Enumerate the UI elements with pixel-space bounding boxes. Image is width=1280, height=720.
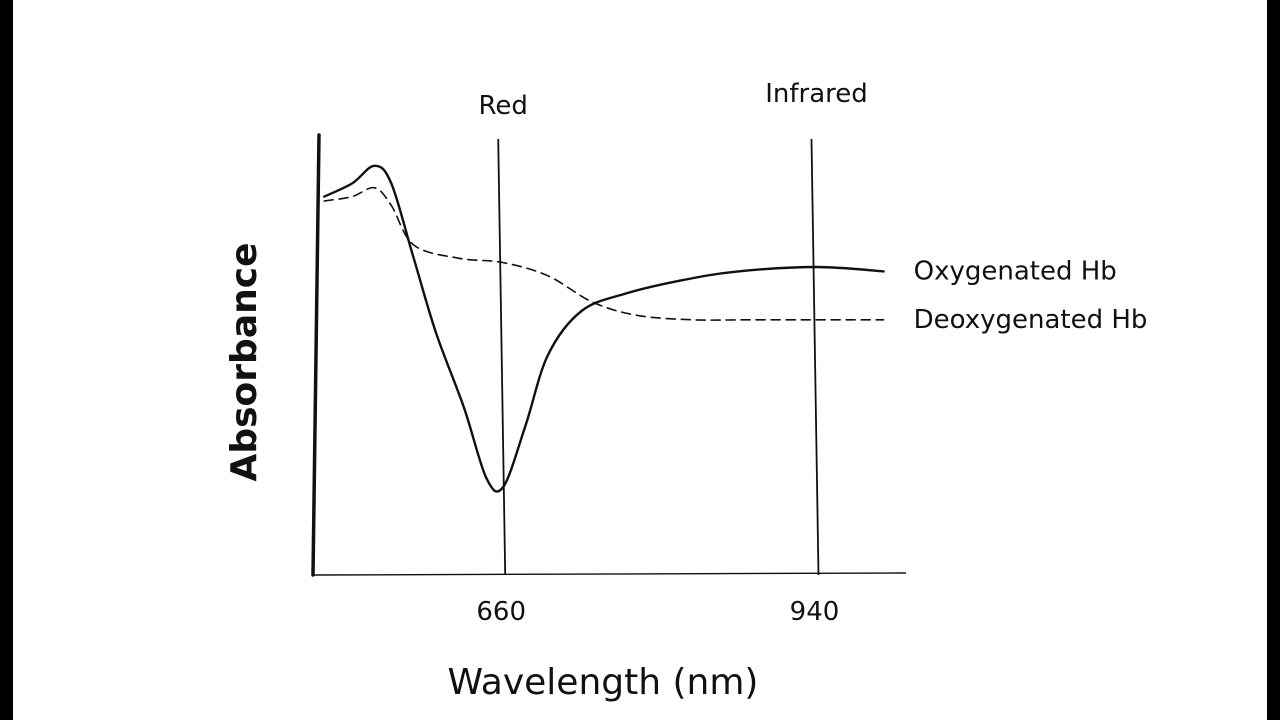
y-axis-line	[311, 133, 321, 577]
chart-labels: Oxygenated Hb Deoxygenated Hb Wavelength (…	[224, 243, 1147, 704]
y-axis-title: Absorbance	[224, 243, 265, 482]
reference-label-red: Red	[479, 91, 528, 121]
series-label-oxygenated-hb: Oxygenated Hb	[914, 256, 1117, 286]
series-label-deoxygenated-hb: Deoxygenated Hb	[914, 305, 1148, 335]
reference-line-660	[497, 138, 507, 576]
reference-lines: Red Infrared	[479, 79, 868, 576]
absorbance-chart: Red Infrared 660 940 Oxygenated Hb Deoxygen…	[224, 79, 1147, 704]
series-line-deoxygenated-hb	[323, 186, 885, 321]
x-axis-line	[312, 572, 907, 576]
series-line-oxygenated-hb	[322, 164, 885, 493]
axes	[311, 133, 907, 577]
x-tick-label-940: 940	[790, 597, 840, 627]
x-tick-labels: 660 940	[476, 597, 839, 627]
series-lines	[322, 164, 885, 493]
reference-line-940	[810, 138, 820, 576]
x-axis-title: Wavelength (nm)	[448, 662, 759, 703]
chart-page: Red Infrared 660 940 Oxygenated Hb Deoxygen…	[13, 0, 1267, 720]
x-tick-label-660: 660	[476, 597, 526, 627]
reference-label-infrared: Infrared	[765, 79, 868, 109]
